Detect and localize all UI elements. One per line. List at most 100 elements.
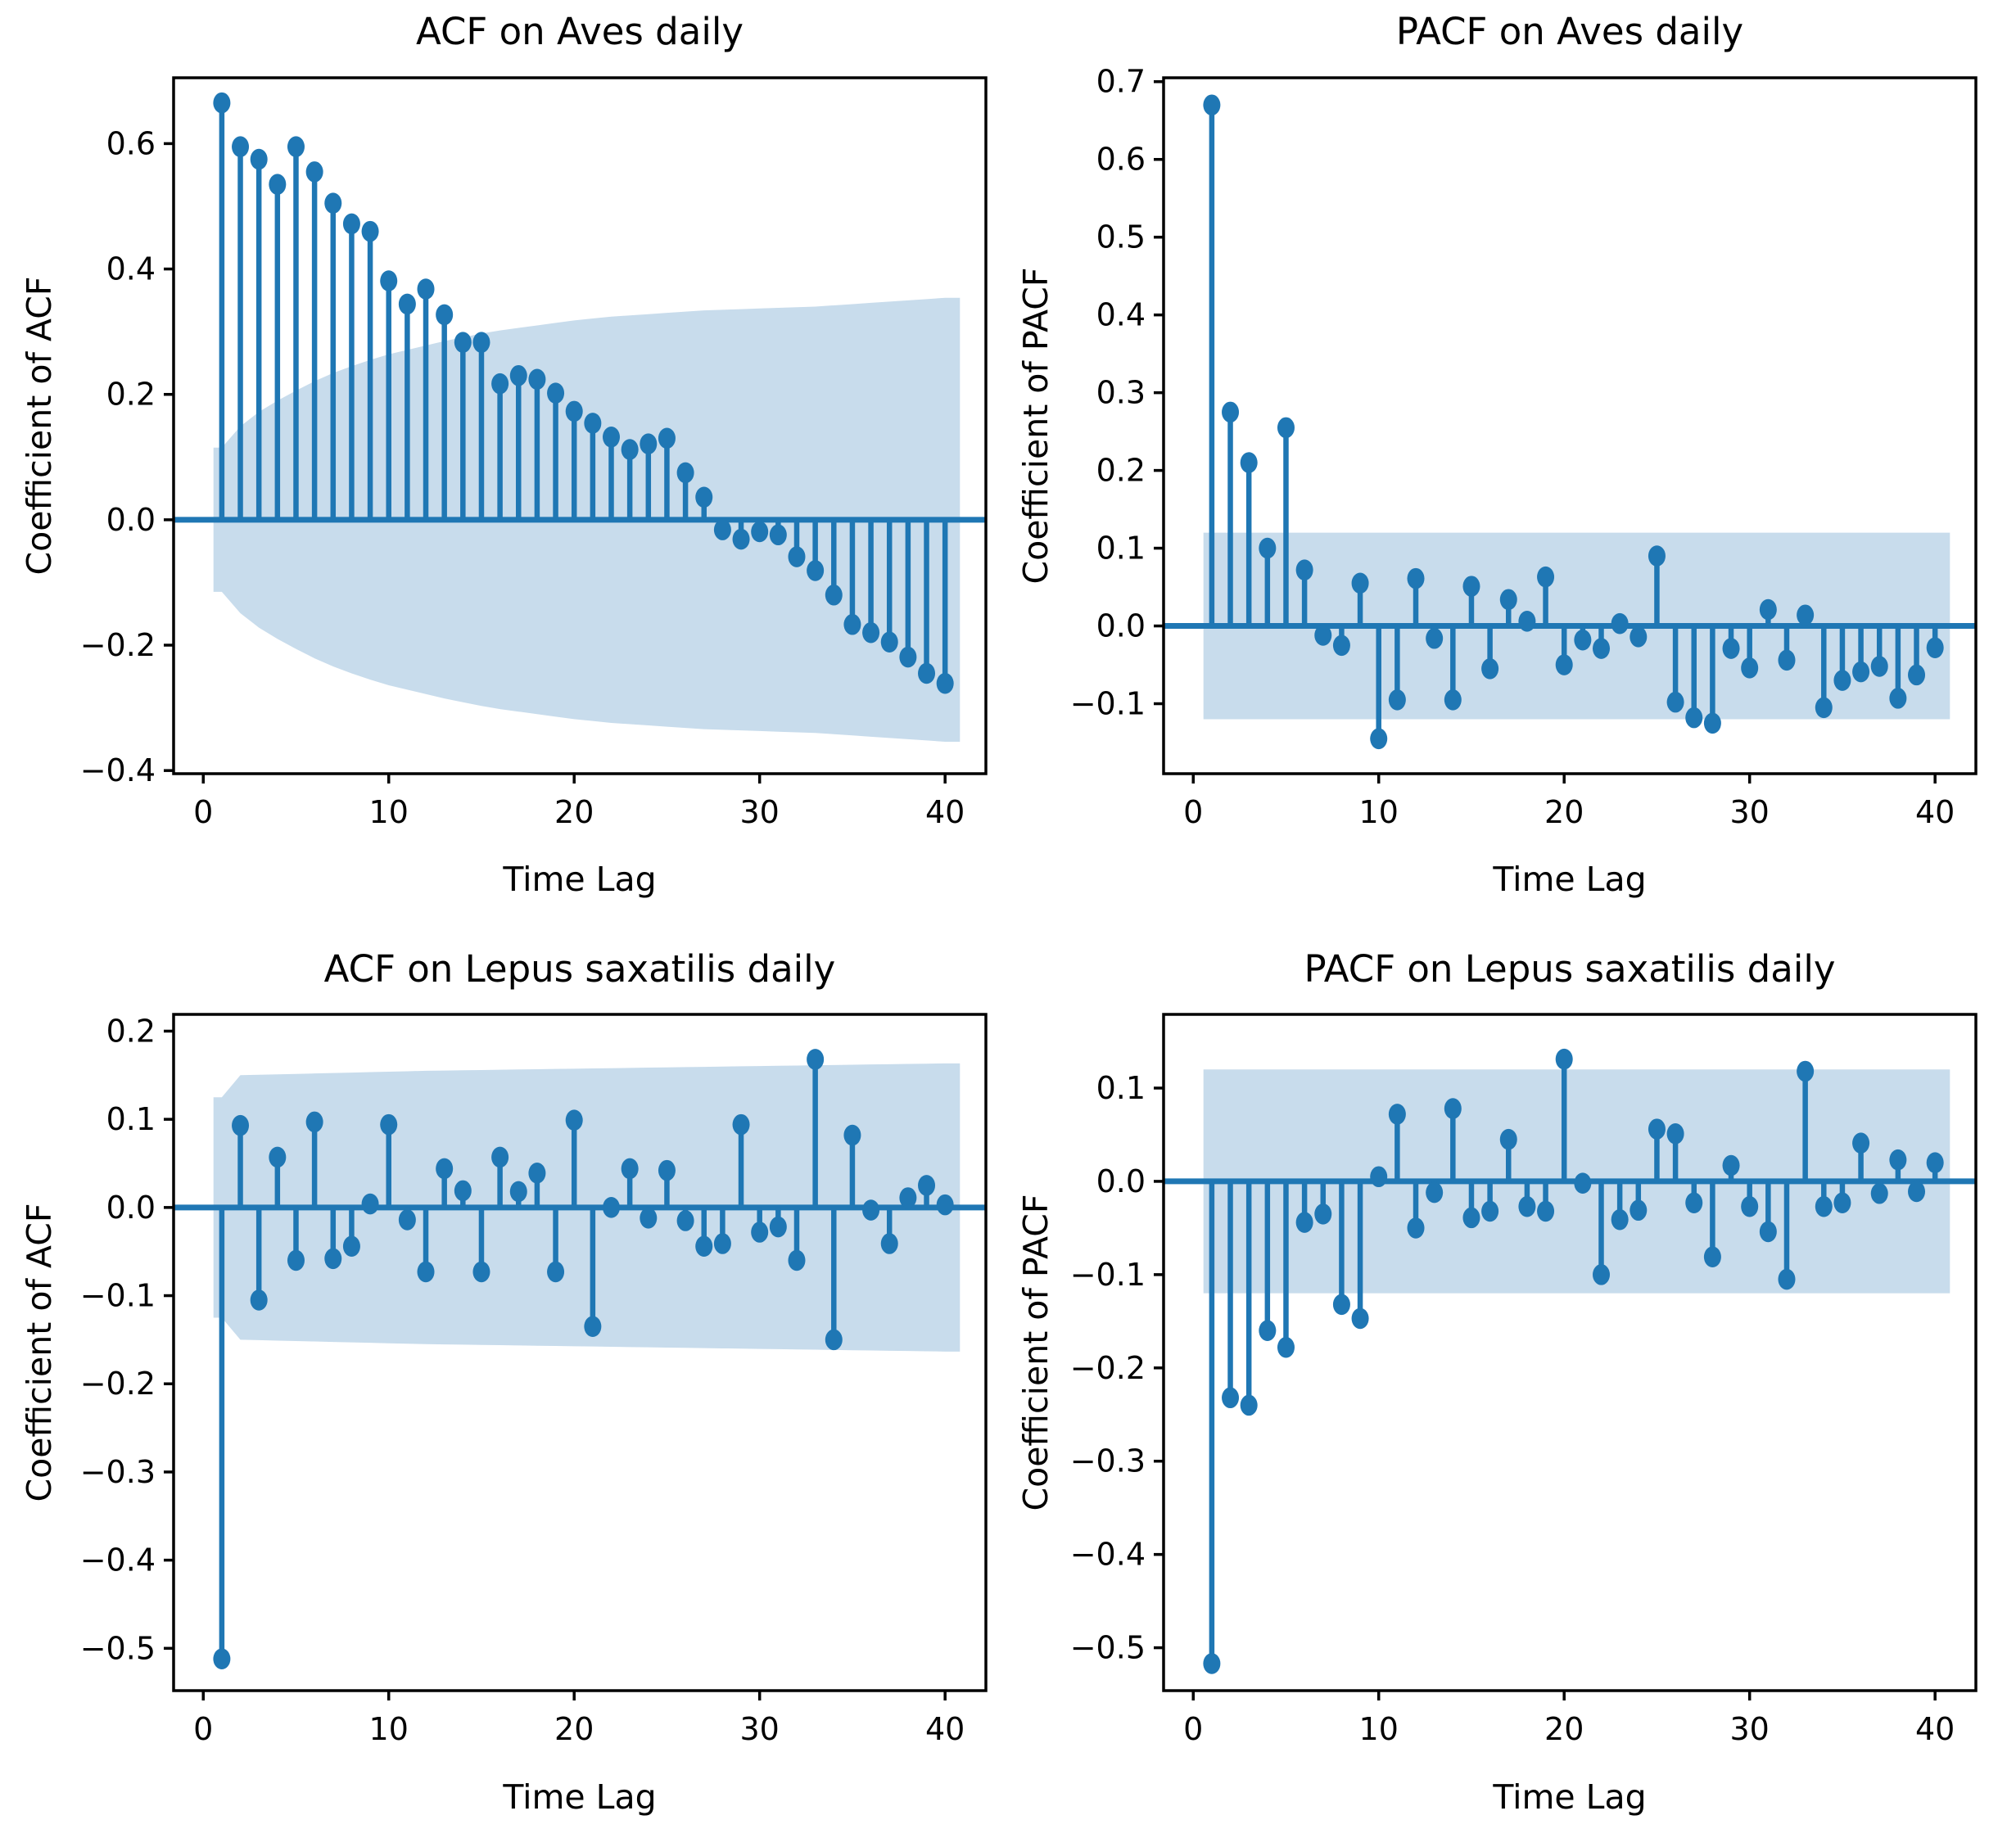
data-point-marker (676, 462, 694, 484)
data-point-marker (1444, 689, 1462, 711)
data-point-marker (1537, 566, 1555, 588)
y-axis-label: Coefficient of ACF (20, 1203, 59, 1502)
data-point-marker (1889, 1149, 1907, 1171)
data-point-marker (1314, 1204, 1332, 1225)
data-point-marker (1499, 589, 1517, 611)
data-point-marker (584, 1316, 602, 1338)
x-tick-label: 20 (1544, 794, 1584, 830)
data-point-marker (695, 486, 713, 508)
data-point-marker (1926, 637, 1944, 658)
data-point-marker (1240, 1394, 1258, 1416)
data-point-marker (899, 1187, 917, 1208)
data-point-marker (1259, 537, 1277, 559)
data-point-marker (880, 1233, 898, 1254)
data-point-marker (491, 373, 509, 395)
data-point-marker (807, 560, 825, 581)
x-tick-label: 10 (369, 794, 409, 830)
y-tick-label: 0.2 (106, 377, 156, 413)
data-point-marker (547, 1261, 565, 1283)
data-point-marker (1407, 1217, 1425, 1239)
data-point-marker (1481, 1200, 1499, 1222)
data-point-marker (454, 1180, 472, 1202)
x-tick-label: 20 (554, 1711, 594, 1747)
data-point-marker (751, 1222, 769, 1243)
data-point-marker (1870, 656, 1888, 677)
data-point-marker (918, 662, 936, 684)
data-point-marker (1741, 1195, 1759, 1217)
data-point-marker (1703, 1246, 1721, 1268)
data-point-marker (603, 1197, 621, 1218)
data-point-marker (1426, 1181, 1444, 1204)
data-point-marker (436, 1158, 454, 1180)
data-point-marker (417, 278, 435, 300)
data-point-marker (342, 213, 360, 235)
data-point-marker (1741, 657, 1759, 679)
data-point-marker (509, 1181, 527, 1203)
x-tick-label: 40 (1915, 1711, 1955, 1747)
y-axis-label: Coefficient of ACF (20, 276, 59, 576)
data-point-marker (1797, 604, 1815, 626)
data-point-marker (454, 332, 472, 353)
data-point-marker (436, 304, 454, 326)
data-point-marker (1703, 712, 1721, 734)
y-tick-label: −0.4 (80, 752, 156, 788)
data-point-marker (1555, 654, 1573, 675)
data-point-marker (361, 220, 379, 242)
y-tick-label: 0.1 (106, 1101, 156, 1137)
data-point-marker (1722, 1154, 1740, 1176)
y-tick-label: 0.4 (106, 251, 156, 287)
data-point-marker (1370, 1166, 1388, 1188)
data-point-marker (547, 382, 565, 404)
y-tick-label: −0.2 (80, 1366, 156, 1402)
data-point-marker (1926, 1152, 1944, 1173)
data-point-marker (1815, 697, 1833, 719)
data-point-marker (1797, 1060, 1815, 1082)
data-point-marker (621, 1158, 639, 1180)
axis-spine (172, 76, 988, 775)
y-tick-label: −0.1 (1070, 686, 1146, 722)
data-point-marker (1314, 625, 1332, 646)
data-point-marker (1295, 559, 1313, 580)
data-point-marker (1203, 94, 1221, 116)
data-point-marker (1351, 1307, 1369, 1330)
data-point-marker (695, 1235, 713, 1258)
data-point-marker (1908, 1181, 1926, 1203)
data-point-marker (1685, 1192, 1703, 1213)
data-point-marker (1593, 1264, 1611, 1285)
data-point-marker (1481, 657, 1499, 680)
data-point-marker (788, 546, 806, 567)
x-tick-label: 10 (1359, 1711, 1399, 1747)
data-point-marker (713, 1233, 731, 1254)
y-tick-label: −0.2 (80, 627, 156, 663)
data-point-marker (788, 1249, 806, 1271)
data-point-marker (1370, 728, 1388, 750)
subplot-pacf-aves: 0 10 20 30 40 0.7 0.6 0.5 0.4 0.3 0.2 0.1 0.0 −0.1 PA… (1008, 0, 2016, 914)
y-axis-label: Coefficient of PACF (1016, 1194, 1055, 1511)
data-point-marker (1518, 1195, 1536, 1217)
y-tick-label: −0.4 (80, 1542, 156, 1578)
data-point-marker (342, 1235, 360, 1258)
x-axis-label: Time Lag (503, 860, 657, 899)
y-tick-label: −0.3 (80, 1454, 156, 1490)
x-tick-label: 30 (740, 1711, 780, 1747)
data-point-marker (640, 433, 658, 455)
data-point-marker (1685, 707, 1703, 729)
data-point-marker (1351, 572, 1369, 594)
x-tick-label: 10 (369, 1711, 409, 1747)
y-tick-label: 0.2 (1096, 453, 1146, 489)
data-point-marker (862, 621, 880, 644)
data-point-marker (1833, 670, 1851, 691)
data-point-marker (1852, 1132, 1870, 1154)
data-point-marker (1295, 1212, 1313, 1233)
acf-aves-plot-canvas: 0 10 20 30 40 0.6 0.4 0.2 0.0 −0.2 −0.4 (80, 76, 988, 830)
data-point-marker (1407, 567, 1425, 589)
data-point-marker (528, 1163, 546, 1184)
data-point-marker (380, 270, 398, 291)
data-point-marker (269, 174, 287, 195)
data-point-marker (1852, 661, 1870, 683)
y-tick-label: 0.0 (106, 1190, 156, 1226)
x-axis-label: Time Lag (1493, 860, 1647, 899)
data-point-marker (843, 1124, 861, 1146)
data-point-marker (1833, 1192, 1851, 1213)
